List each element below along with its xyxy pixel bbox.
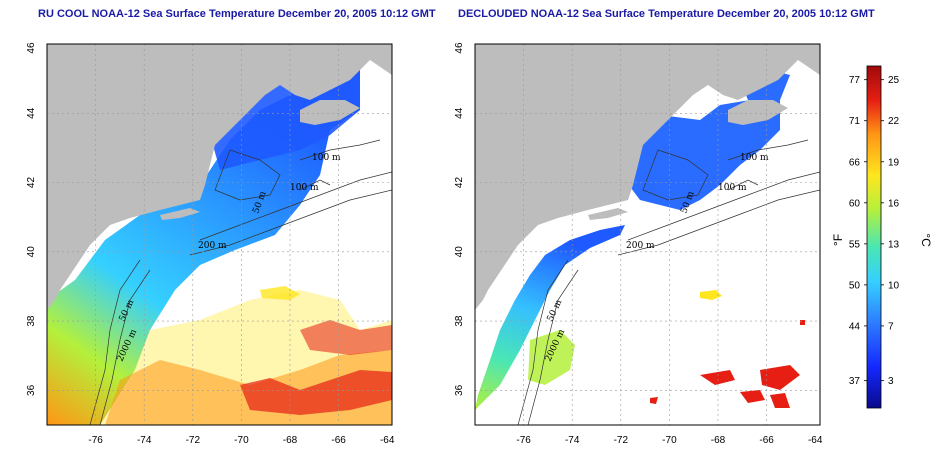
lat-tick-label: 40	[26, 246, 37, 258]
colorbar-fahrenheit-label: 50	[849, 280, 861, 291]
colorbar-celsius-label: 19	[888, 157, 900, 168]
colorbar-fahrenheit-label: 71	[849, 116, 861, 127]
right-grid	[475, 44, 820, 425]
lon-tick-label: -68	[283, 435, 298, 446]
left-map: 100 m 100 m 50 m 200 m 50 m 2000 m	[26, 42, 395, 446]
lat-tick-label: 44	[454, 107, 465, 119]
colorbar-fahrenheit-label: 37	[849, 376, 861, 387]
colorbar-unit-celsius: °C	[919, 233, 933, 247]
lon-tick-label: -70	[234, 435, 249, 446]
lon-tick-label: -74	[565, 435, 580, 446]
lon-tick-label: -66	[331, 435, 346, 446]
lon-tick-label: -64	[380, 435, 395, 446]
lon-tick-label: -74	[137, 435, 152, 446]
lat-tick-label: 44	[26, 107, 37, 119]
left-bathymetry	[89, 139, 392, 425]
left-map-title: RU COOL NOAA-12 Sea Surface Temperature …	[38, 8, 436, 20]
temperature-colorbar: 77 71 66 60 55 50 44 37 25 22 19 16 13 10 7 3 °F °C	[831, 65, 933, 409]
lon-tick-label: -72	[186, 435, 201, 446]
lon-tick-label: -76	[88, 435, 103, 446]
lat-tick-label: 42	[26, 177, 37, 189]
lon-tick-label: -72	[614, 435, 629, 446]
colorbar-celsius-label: 7	[888, 321, 894, 332]
contour-label: 100 m	[312, 153, 341, 163]
lat-tick-label: 38	[26, 315, 37, 327]
right-land	[475, 44, 820, 310]
right-map-frame	[474, 43, 821, 426]
left-map-frame	[46, 43, 393, 426]
colorbar-celsius-label: 16	[888, 198, 900, 209]
contour-label: 100 m	[290, 183, 319, 193]
right-bathymetry	[517, 139, 820, 425]
colorbar-celsius-label: 10	[888, 280, 900, 291]
colorbar-fahrenheit-label: 66	[849, 157, 861, 168]
lat-tick-label: 46	[26, 42, 37, 54]
lon-tick-label: -68	[711, 435, 726, 446]
left-land	[47, 44, 392, 310]
right-lat-ticks: 36 38 40 42 44 46	[454, 42, 465, 396]
colorbar-fahrenheit-ticks: 77 71 66 60 55 50 44 37	[849, 75, 867, 387]
colorbar-gradient	[866, 65, 882, 409]
colorbar-celsius-ticks: 25 22 19 16 13 10 7 3	[881, 75, 900, 387]
lat-tick-label: 46	[454, 42, 465, 54]
contour-label: 200 m	[626, 241, 655, 251]
lat-tick-label: 40	[454, 246, 465, 258]
colorbar-celsius-label: 13	[888, 239, 900, 250]
lat-tick-label: 36	[454, 384, 465, 396]
right-lon-ticks: -76 -74 -72 -70 -68 -66 -64	[516, 435, 822, 446]
colorbar-celsius-label: 25	[888, 75, 900, 86]
lon-tick-label: -66	[759, 435, 774, 446]
colorbar-fahrenheit-label: 44	[849, 321, 861, 332]
colorbar-fahrenheit-label: 55	[849, 239, 861, 250]
colorbar-celsius-label: 22	[888, 116, 900, 127]
lon-tick-label: -70	[662, 435, 677, 446]
right-map: 100 m 100 m 50 m 200 m 50 m 2000 m	[454, 42, 823, 446]
lat-tick-label: 42	[454, 177, 465, 189]
left-lat-ticks: 36 38 40 42 44 46	[26, 42, 37, 396]
lat-tick-label: 36	[26, 384, 37, 396]
colorbar-fahrenheit-label: 77	[849, 75, 861, 86]
lat-tick-label: 38	[454, 315, 465, 327]
lon-tick-label: -76	[516, 435, 531, 446]
left-lon-ticks: -76 -74 -72 -70 -68 -66 -64	[88, 435, 394, 446]
colorbar-unit-fahrenheit: °F	[831, 234, 845, 246]
right-map-title: DECLOUDED NOAA-12 Sea Surface Temperatur…	[458, 8, 875, 20]
contour-label: 200 m	[198, 241, 227, 251]
contour-label: 100 m	[740, 153, 769, 163]
contour-label: 100 m	[718, 183, 747, 193]
lon-tick-label: -64	[808, 435, 823, 446]
left-grid	[47, 44, 392, 425]
colorbar-fahrenheit-label: 60	[849, 198, 861, 209]
colorbar-celsius-label: 3	[888, 376, 894, 387]
left-sst-field	[47, 60, 392, 425]
